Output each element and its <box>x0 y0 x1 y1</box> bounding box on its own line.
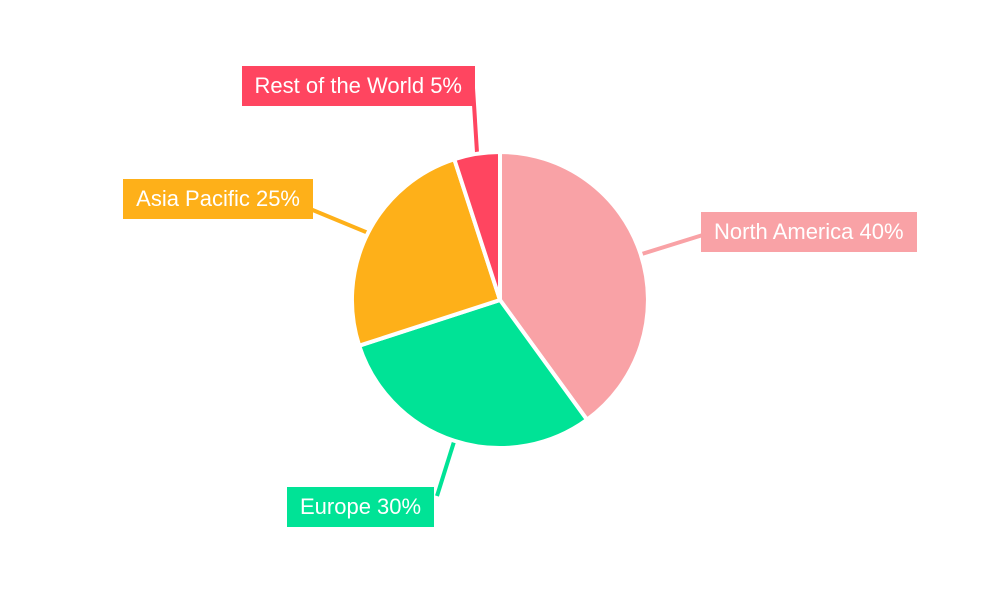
label-europe: Europe 30% <box>287 487 435 527</box>
leader-line-europe <box>435 438 457 497</box>
leader-line-north-america <box>638 232 707 257</box>
leader-line-asia-pacific <box>302 204 371 236</box>
pie-slice-north-america[interactable] <box>498 150 650 422</box>
pie-slices <box>350 149 650 450</box>
label-rest-of-world: Rest of the World 5% <box>241 66 475 106</box>
pie-slice-asia-pacific[interactable] <box>350 157 502 348</box>
pie-slice-rest-of-world[interactable] <box>452 149 502 302</box>
label-north-america: North America 40% <box>701 212 917 252</box>
label-asia-pacific: Asia Pacific 25% <box>123 179 313 219</box>
pie-slice-europe[interactable] <box>357 298 589 450</box>
